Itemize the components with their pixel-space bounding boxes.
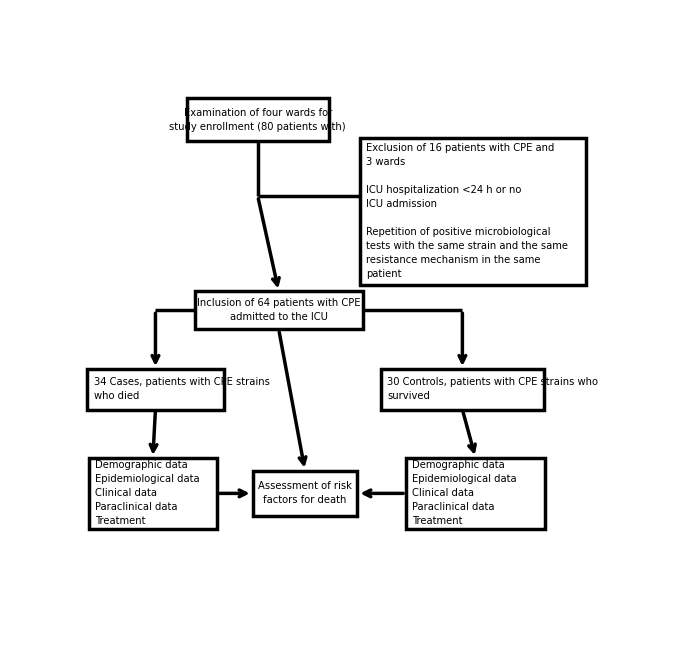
Text: Demographic data
Epidemiological data
Clinical data
Paraclinical data
Treatment: Demographic data Epidemiological data Cl…	[412, 461, 517, 527]
FancyBboxPatch shape	[89, 458, 217, 529]
Text: Inclusion of 64 patients with CPE
admitted to the ICU: Inclusion of 64 patients with CPE admitt…	[197, 298, 361, 323]
Text: 34 Cases, patients with CPE strains
who died: 34 Cases, patients with CPE strains who …	[93, 378, 269, 401]
Text: Demographic data
Epidemiological data
Clinical data
Paraclinical data
Treatment: Demographic data Epidemiological data Cl…	[95, 461, 200, 527]
FancyBboxPatch shape	[87, 369, 223, 409]
FancyBboxPatch shape	[406, 458, 545, 529]
Text: 30 Controls, patients with CPE strains who
survived: 30 Controls, patients with CPE strains w…	[387, 378, 598, 401]
FancyBboxPatch shape	[195, 291, 363, 329]
FancyBboxPatch shape	[187, 98, 328, 141]
Text: Examination of four wards for
study enrollment (80 patients with): Examination of four wards for study enro…	[169, 108, 346, 132]
FancyBboxPatch shape	[381, 369, 544, 409]
FancyBboxPatch shape	[360, 138, 586, 285]
Text: Assessment of risk
factors for death: Assessment of risk factors for death	[258, 481, 352, 506]
Text: Exclusion of 16 patients with CPE and
3 wards

ICU hospitalization <24 h or no
I: Exclusion of 16 patients with CPE and 3 …	[366, 143, 569, 279]
FancyBboxPatch shape	[253, 471, 357, 516]
